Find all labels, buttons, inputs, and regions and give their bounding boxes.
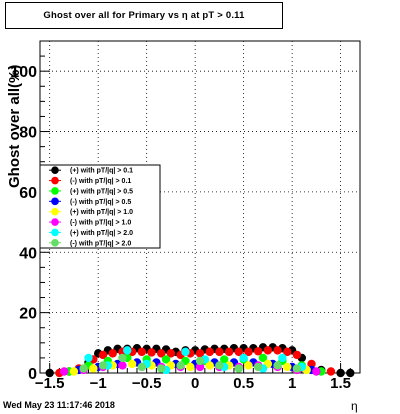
data-point — [157, 364, 166, 373]
legend-label: (+) with pT/|q| > 0.1 — [70, 168, 133, 175]
data-point — [181, 347, 190, 357]
legend-marker — [51, 207, 59, 216]
legend-marker — [51, 228, 59, 237]
data-point — [292, 350, 302, 360]
data-point — [195, 356, 205, 366]
data-point — [205, 347, 214, 357]
legend-label: (-) with pT/|q| > 0.1 — [70, 178, 131, 185]
data-point — [220, 355, 229, 364]
x-tick-label: −0.5 — [132, 375, 162, 392]
data-point — [278, 353, 287, 363]
legend-marker — [51, 187, 59, 195]
data-point — [205, 361, 214, 370]
y-tick-label: 100 — [10, 64, 37, 81]
legend-label: (-) with pT/|q| > 2.0 — [70, 240, 131, 247]
legend-label: (+) with pT/|q| > 2.0 — [70, 230, 133, 237]
data-point — [215, 361, 224, 370]
data-point — [224, 347, 234, 357]
data-point — [263, 346, 273, 355]
y-tick-label: 60 — [19, 185, 37, 202]
data-point — [166, 349, 176, 358]
data-point — [292, 364, 302, 373]
data-point — [253, 347, 263, 356]
data-point — [108, 349, 117, 358]
data-point — [69, 367, 79, 376]
x-axis-label: η — [351, 399, 358, 413]
data-point — [176, 361, 185, 370]
x-tick-label: 1.5 — [330, 375, 351, 392]
data-point — [84, 353, 93, 363]
data-point — [234, 347, 243, 357]
legend-label: (-) with pT/|q| > 0.5 — [70, 199, 131, 206]
legend-marker — [51, 239, 59, 247]
data-point — [60, 367, 69, 376]
data-point — [307, 359, 316, 369]
data-point — [127, 359, 137, 369]
data-point — [157, 349, 166, 358]
data-point — [195, 362, 205, 372]
data-point — [336, 368, 345, 378]
legend-marker — [51, 166, 59, 174]
legend-marker — [51, 197, 59, 206]
legend-marker — [51, 218, 59, 226]
data-point — [258, 353, 268, 363]
data-point — [234, 364, 243, 373]
data-point — [273, 346, 282, 355]
x-tick-label: −1 — [90, 375, 107, 392]
data-point — [98, 350, 108, 360]
legend-label: (+) with pT/|q| > 1.0 — [70, 209, 133, 216]
data-point — [118, 353, 127, 363]
y-tick-label: 80 — [19, 125, 37, 142]
legend-label: (+) with pT/|q| > 0.5 — [70, 188, 133, 195]
grid-layer — [40, 41, 360, 373]
data-point — [89, 364, 98, 373]
data-point — [283, 347, 292, 357]
x-tick-label: 0 — [191, 375, 199, 392]
data-point — [326, 367, 336, 376]
legend-label: (-) with pT/|q| > 1.0 — [70, 220, 131, 227]
x-tick-label: −1.5 — [35, 375, 65, 392]
data-point — [273, 361, 282, 370]
data-point — [45, 368, 54, 378]
data-point — [79, 364, 88, 373]
timestamp: Wed May 23 11:17:46 2018 — [3, 400, 115, 410]
data-point — [239, 353, 248, 363]
legend-box — [39, 164, 161, 249]
data-point — [215, 347, 224, 357]
data-point — [195, 349, 205, 358]
y-tick-label: 40 — [19, 245, 37, 262]
y-tick-label: 0 — [28, 366, 37, 383]
data-point — [123, 346, 132, 355]
x-tick-label: 0.5 — [233, 375, 254, 392]
x-tick-label: 1 — [288, 375, 296, 392]
data-point — [244, 361, 253, 370]
data-point — [312, 367, 321, 376]
data-point — [244, 347, 253, 357]
data-point — [346, 368, 355, 378]
y-tick-label: 20 — [19, 306, 37, 323]
points-layer — [45, 343, 355, 378]
legend-marker — [51, 176, 59, 185]
chart-title: Ghost over all for Primary vs η at pT > … — [5, 2, 283, 29]
data-point — [283, 362, 292, 372]
y-axis-label-text: Ghost over all(%) — [6, 64, 23, 188]
chart-title-text: Ghost over all for Primary vs η at pT > … — [43, 10, 245, 21]
data-point — [137, 347, 147, 357]
data-point — [161, 355, 171, 364]
legend: (+) with pT/|q| > 0.1 (-) with pT/|q| > 0… — [39, 164, 161, 249]
data-point — [253, 362, 263, 372]
data-point — [118, 361, 127, 370]
data-point — [137, 362, 147, 372]
data-point — [147, 348, 156, 357]
data-point — [98, 361, 108, 370]
data-point — [186, 362, 195, 372]
